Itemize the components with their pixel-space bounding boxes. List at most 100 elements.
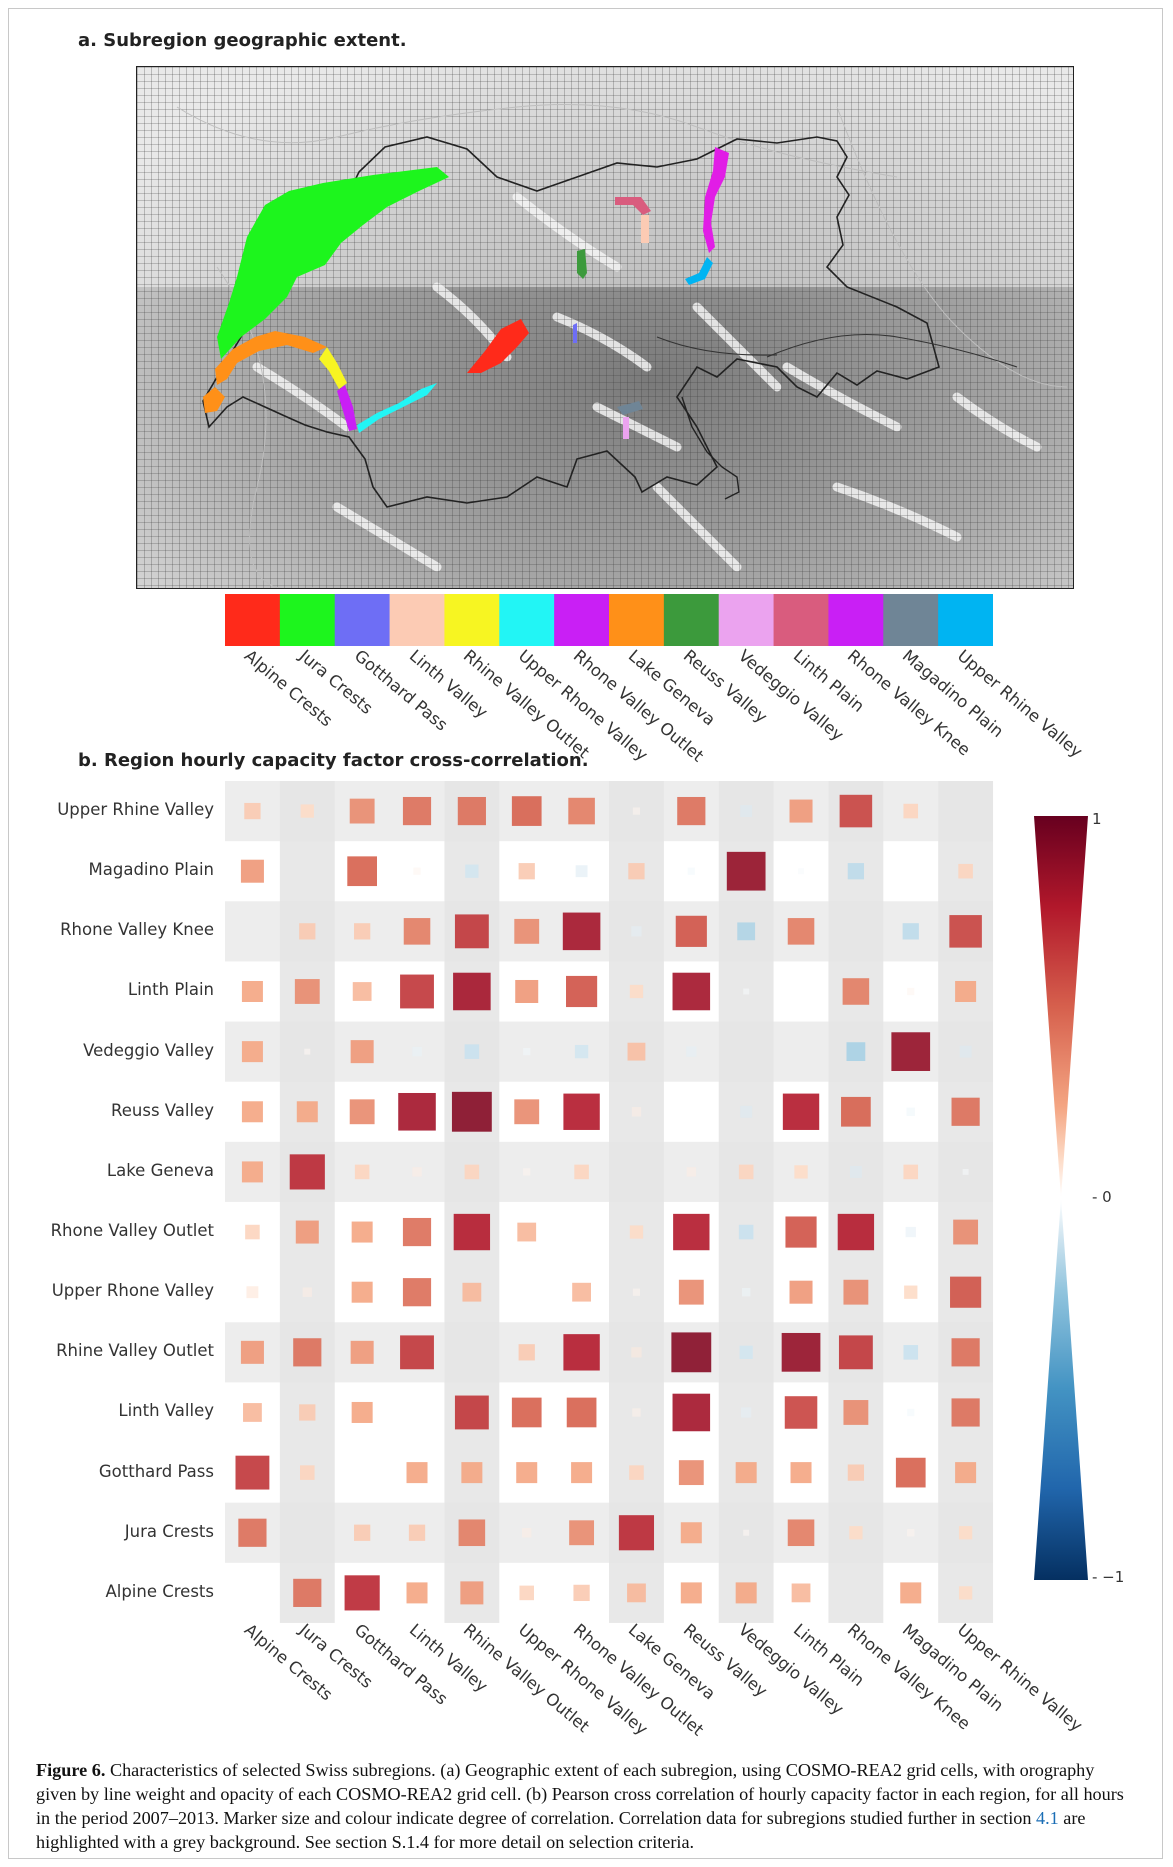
cell-jura-crests-magadino-plain [907,1529,915,1537]
cell-reuss-valley-linth-plain [782,1093,820,1130]
cell-alpine-crests-magadino-plain [900,1582,922,1604]
swatch-rhone-valley-knee [828,594,884,646]
cell-gotthard-pass-upper-rhone-valley [516,1462,538,1484]
cell-rhone-valley-outlet-upper-rhone-valley [517,1222,537,1242]
cell-linth-valley-upper-rhone-valley [511,1397,542,1428]
cell-upper-rhone-valley-rhine-valley-outlet [462,1282,482,1302]
switzerland-border [202,136,940,508]
cell-reuss-valley-upper-rhone-valley [514,1099,540,1125]
row-label-linth-valley: Linth Valley [118,1401,214,1421]
cell-rhone-valley-outlet-linth-valley [402,1217,432,1247]
cell-vedeggio-valley-jura-crests [304,1048,311,1055]
cell-linth-valley-linth-plain [784,1396,818,1429]
caption-link-section[interactable]: 4.1 [1036,1808,1059,1828]
region-magadino-plain [617,401,643,415]
cell-linth-valley-upper-rhine-valley [951,1398,980,1427]
swatch-vedeggio-valley [718,594,775,646]
cell-alpine-crests-reuss-valley [680,1582,702,1604]
cell-lake-geneva-reuss-valley [686,1167,697,1177]
cell-jura-crests-linth-plain [787,1519,815,1547]
colorbar-gradient [1034,816,1088,1580]
colorbar [1034,816,1088,1580]
cell-linth-valley-jura-crests [299,1404,316,1421]
cell-rhone-valley-outlet-reuss-valley [673,1213,710,1251]
swatch-reuss-valley [663,594,720,646]
cell-vedeggio-valley-rhine-valley-outlet [464,1044,480,1059]
cell-rhine-valley-outlet-upper-rhone-valley [518,1344,535,1361]
cell-lake-geneva-linth-plain [794,1165,808,1179]
cell-rhone-valley-outlet-magadino-plain [905,1226,916,1238]
cell-lake-geneva-upper-rhone-valley [523,1168,531,1176]
cell-vedeggio-valley-alpine-crests [241,1041,263,1063]
cell-vedeggio-valley-rhone-valley-outlet [574,1044,589,1059]
cell-upper-rhone-valley-linth-plain [789,1280,813,1304]
cell-magadino-plain-linth-valley [413,867,421,875]
cell-reuss-valley-gotthard-pass [349,1099,375,1125]
cell-magadino-plain-gotthard-pass [347,856,377,887]
cell-linth-plain-reuss-valley [672,972,711,1011]
cell-jura-crests-rhone-valley-outlet [569,1520,595,1546]
cell-jura-crests-lake-geneva [618,1515,655,1551]
cell-gotthard-pass-jura-crests [300,1465,315,1480]
colorbar-tick-zero: - 0 [1092,1188,1112,1206]
cell-rhone-valley-outlet-jura-crests [295,1220,319,1244]
cell-rhone-valley-knee-jura-crests [299,923,316,940]
row-label-lake-geneva: Lake Geneva [106,1160,214,1180]
cell-rhone-valley-knee-linth-plain [787,918,815,945]
cell-upper-rhone-valley-vedeggio-valley [741,1287,751,1297]
cell-upper-rhine-valley-rhine-valley-outlet [457,796,486,826]
cell-lake-geneva-linth-valley [412,1167,422,1177]
cell-lake-geneva-magadino-plain [903,1164,919,1180]
colorbar-tick-max: 1 [1092,810,1102,828]
cell-gotthard-pass-vedeggio-valley [735,1462,757,1484]
cell-rhine-valley-outlet-rhone-valley-knee [838,1335,873,1370]
cell-lake-geneva-alpine-crests [241,1161,263,1183]
cell-upper-rhine-valley-rhone-valley-outlet [568,797,595,825]
swatch-upper-rhone-valley [499,594,555,646]
region-lake-geneva [215,331,327,385]
cell-rhone-valley-knee-rhone-valley-outlet [562,912,601,951]
highlight-row-upper-rhine-valley [225,781,994,842]
cell-rhone-valley-knee-magadino-plain [902,923,919,940]
cell-lake-geneva-upper-rhine-valley [962,1168,969,1175]
cell-alpine-crests-upper-rhine-valley [958,1586,973,1600]
cell-alpine-crests-upper-rhone-valley [519,1585,535,1601]
cell-rhine-valley-outlet-magadino-plain [903,1345,919,1360]
region-alpine-crests [467,319,529,373]
cell-jura-crests-vedeggio-valley [743,1529,750,1536]
cell-alpine-crests-linth-valley [406,1582,428,1604]
cell-gotthard-pass-magadino-plain [895,1457,926,1488]
region-color-legend [225,594,993,646]
cell-linth-plain-vedeggio-valley [743,988,750,995]
cell-gotthard-pass-lake-geneva [629,1465,644,1480]
region-upper-rhone-valley [357,383,437,433]
cell-upper-rhine-valley-reuss-valley [677,796,706,826]
row-label-upper-rhine-valley: Upper Rhine Valley [57,800,214,820]
cell-lake-geneva-jura-crests [289,1154,325,1190]
cell-vedeggio-valley-upper-rhone-valley [523,1047,531,1056]
cell-gotthard-pass-alpine-crests [235,1455,270,1490]
row-label-jura-crests: Jura Crests [124,1521,214,1541]
cell-vedeggio-valley-rhone-valley-knee [846,1042,866,1062]
cell-lake-geneva-rhine-valley-outlet [464,1164,480,1180]
cell-reuss-valley-linth-valley [398,1092,436,1131]
cell-upper-rhone-valley-jura-crests [302,1287,312,1297]
swatch-alpine-crests [225,594,281,646]
cell-vedeggio-valley-linth-valley [412,1046,422,1057]
cell-linth-valley-reuss-valley [672,1393,711,1432]
cell-rhine-valley-outlet-upper-rhine-valley [951,1338,980,1367]
cell-linth-valley-rhone-valley-outlet [566,1397,597,1428]
highlight-row-rhone-valley-knee [225,901,994,962]
caption-label: Figure 6. [36,1760,106,1780]
cell-upper-rhine-valley-magadino-plain [903,803,919,819]
cell-linth-valley-gotthard-pass [351,1401,373,1423]
cell-alpine-crests-jura-crests [293,1578,322,1607]
cell-gotthard-pass-rhone-valley-knee [847,1464,865,1481]
cell-linth-valley-vedeggio-valley [741,1407,752,1418]
cell-rhone-valley-knee-linth-valley [403,918,431,945]
colorbar-tick-min: - −1 [1092,1568,1125,1586]
region-gotthard-pass [573,323,577,343]
swatch-upper-rhine-valley [938,594,993,646]
swatch-linth-valley [389,594,445,646]
cell-magadino-plain-rhone-valley-knee [847,863,865,880]
